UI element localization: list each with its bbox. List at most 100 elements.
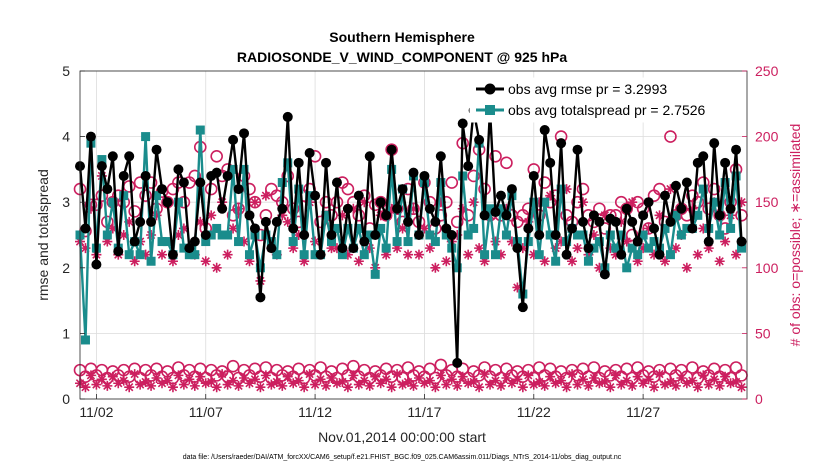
assimilated-marker [293, 230, 304, 240]
assimilated-marker [567, 256, 578, 267]
assimilated-marker [189, 380, 200, 391]
assimilated-marker [709, 374, 720, 385]
spread-marker [458, 171, 468, 181]
assimilated-marker [430, 382, 441, 393]
assimilated-marker [659, 256, 670, 267]
spread-marker [141, 132, 151, 142]
assimilated-marker [649, 382, 660, 393]
assimilated-marker [649, 249, 660, 260]
assimilated-marker [293, 375, 304, 386]
assimilated-marker [632, 371, 643, 382]
assimilated-marker [495, 249, 506, 260]
rmse-marker [567, 223, 578, 234]
spread-marker [119, 191, 129, 201]
spread-marker [305, 191, 315, 201]
possible-marker [489, 149, 502, 163]
assimilated-marker [233, 380, 244, 391]
assimilated-marker [703, 379, 714, 390]
assimilated-marker [140, 249, 151, 260]
assimilated-marker [523, 370, 534, 381]
y-tick-right-label: 150 [755, 194, 779, 210]
y-tick-right-label: 0 [755, 391, 763, 407]
spread-marker [152, 191, 162, 201]
spread-marker [223, 230, 233, 240]
assimilated-marker [195, 216, 206, 227]
spread-marker [162, 237, 172, 247]
x-tick-label: 11/17 [407, 404, 441, 420]
footnote: data file: /Users/raeder/DAI/ATM_forcXX/… [183, 454, 622, 461]
possible-marker [330, 195, 344, 209]
rmse-marker [397, 184, 408, 195]
assimilated-marker [474, 382, 485, 393]
rmse-marker [255, 292, 266, 303]
rmse-marker [665, 216, 676, 227]
assimilated-marker [403, 376, 414, 387]
assimilated-marker [381, 374, 392, 385]
assimilated-marker [638, 243, 649, 254]
spread-marker [578, 230, 588, 240]
rmse-marker [304, 148, 315, 158]
rmse-marker [709, 138, 720, 149]
assimilated-marker [118, 375, 129, 386]
assimilated-marker [167, 256, 178, 267]
assimilated-marker [654, 369, 665, 380]
assimilated-marker [107, 223, 118, 234]
spread-marker [337, 250, 347, 260]
assimilated-marker [408, 203, 419, 214]
assimilated-marker [157, 378, 168, 389]
rmse-marker [627, 216, 638, 227]
assimilated-marker [736, 382, 747, 393]
spread-marker [190, 250, 200, 260]
possible-marker [226, 359, 240, 373]
assimilated-marker [413, 373, 424, 384]
assimilated-marker [692, 249, 703, 260]
spread-marker [611, 243, 621, 253]
rmse-marker [260, 216, 271, 227]
assimilated-marker [665, 376, 676, 387]
spread-marker [277, 178, 287, 188]
assimilated-marker [698, 223, 709, 234]
spread-marker [179, 243, 189, 253]
assimilated-marker [517, 382, 528, 393]
assimilated-marker [359, 375, 370, 386]
assimilated-marker [714, 256, 725, 267]
rmse-marker [424, 203, 435, 214]
assimilated-marker [249, 374, 260, 385]
assimilated-marker [408, 380, 419, 391]
assimilated-marker [588, 373, 599, 384]
spread-marker [244, 250, 254, 260]
spread-marker [720, 178, 730, 188]
rmse-marker [403, 216, 414, 227]
y-tick-right-label: 100 [755, 260, 779, 276]
spread-marker [359, 250, 369, 260]
rmse-marker [632, 236, 643, 247]
spread-marker [556, 184, 566, 194]
assimilated-marker [299, 256, 310, 267]
possible-marker [210, 149, 223, 163]
rmse-marker [720, 157, 731, 168]
spread-marker [365, 230, 375, 240]
assimilated-marker [310, 379, 321, 390]
rmse-marker [331, 177, 342, 188]
y-tick-right-label: 200 [755, 129, 779, 145]
rmse-marker [326, 230, 337, 240]
spread-marker [627, 243, 637, 253]
rmse-marker [577, 216, 588, 227]
spread-marker [370, 269, 380, 279]
spread-marker [665, 250, 675, 260]
possible-marker [445, 176, 459, 189]
assimilated-marker [501, 373, 512, 384]
assimilated-marker [435, 197, 446, 208]
rmse-marker [392, 203, 403, 214]
legend-box [469, 77, 743, 123]
rmse-marker [506, 184, 517, 195]
rmse-marker [189, 236, 200, 247]
rmse-marker [353, 190, 364, 201]
rmse-marker [556, 138, 567, 149]
rmse-marker [162, 197, 173, 208]
spread-marker [726, 223, 736, 233]
assimilated-marker [397, 223, 408, 234]
rmse-marker [315, 249, 326, 260]
rmse-marker [446, 230, 457, 240]
